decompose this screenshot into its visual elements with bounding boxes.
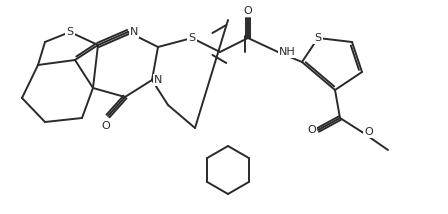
- Text: NH: NH: [279, 47, 296, 57]
- Text: N: N: [154, 75, 162, 85]
- Text: N: N: [130, 27, 138, 37]
- Text: S: S: [189, 33, 196, 43]
- Text: O: O: [307, 125, 316, 135]
- Text: O: O: [244, 6, 252, 16]
- Text: O: O: [102, 121, 110, 131]
- Text: S: S: [66, 27, 73, 37]
- Text: S: S: [314, 33, 322, 43]
- Text: O: O: [364, 127, 373, 137]
